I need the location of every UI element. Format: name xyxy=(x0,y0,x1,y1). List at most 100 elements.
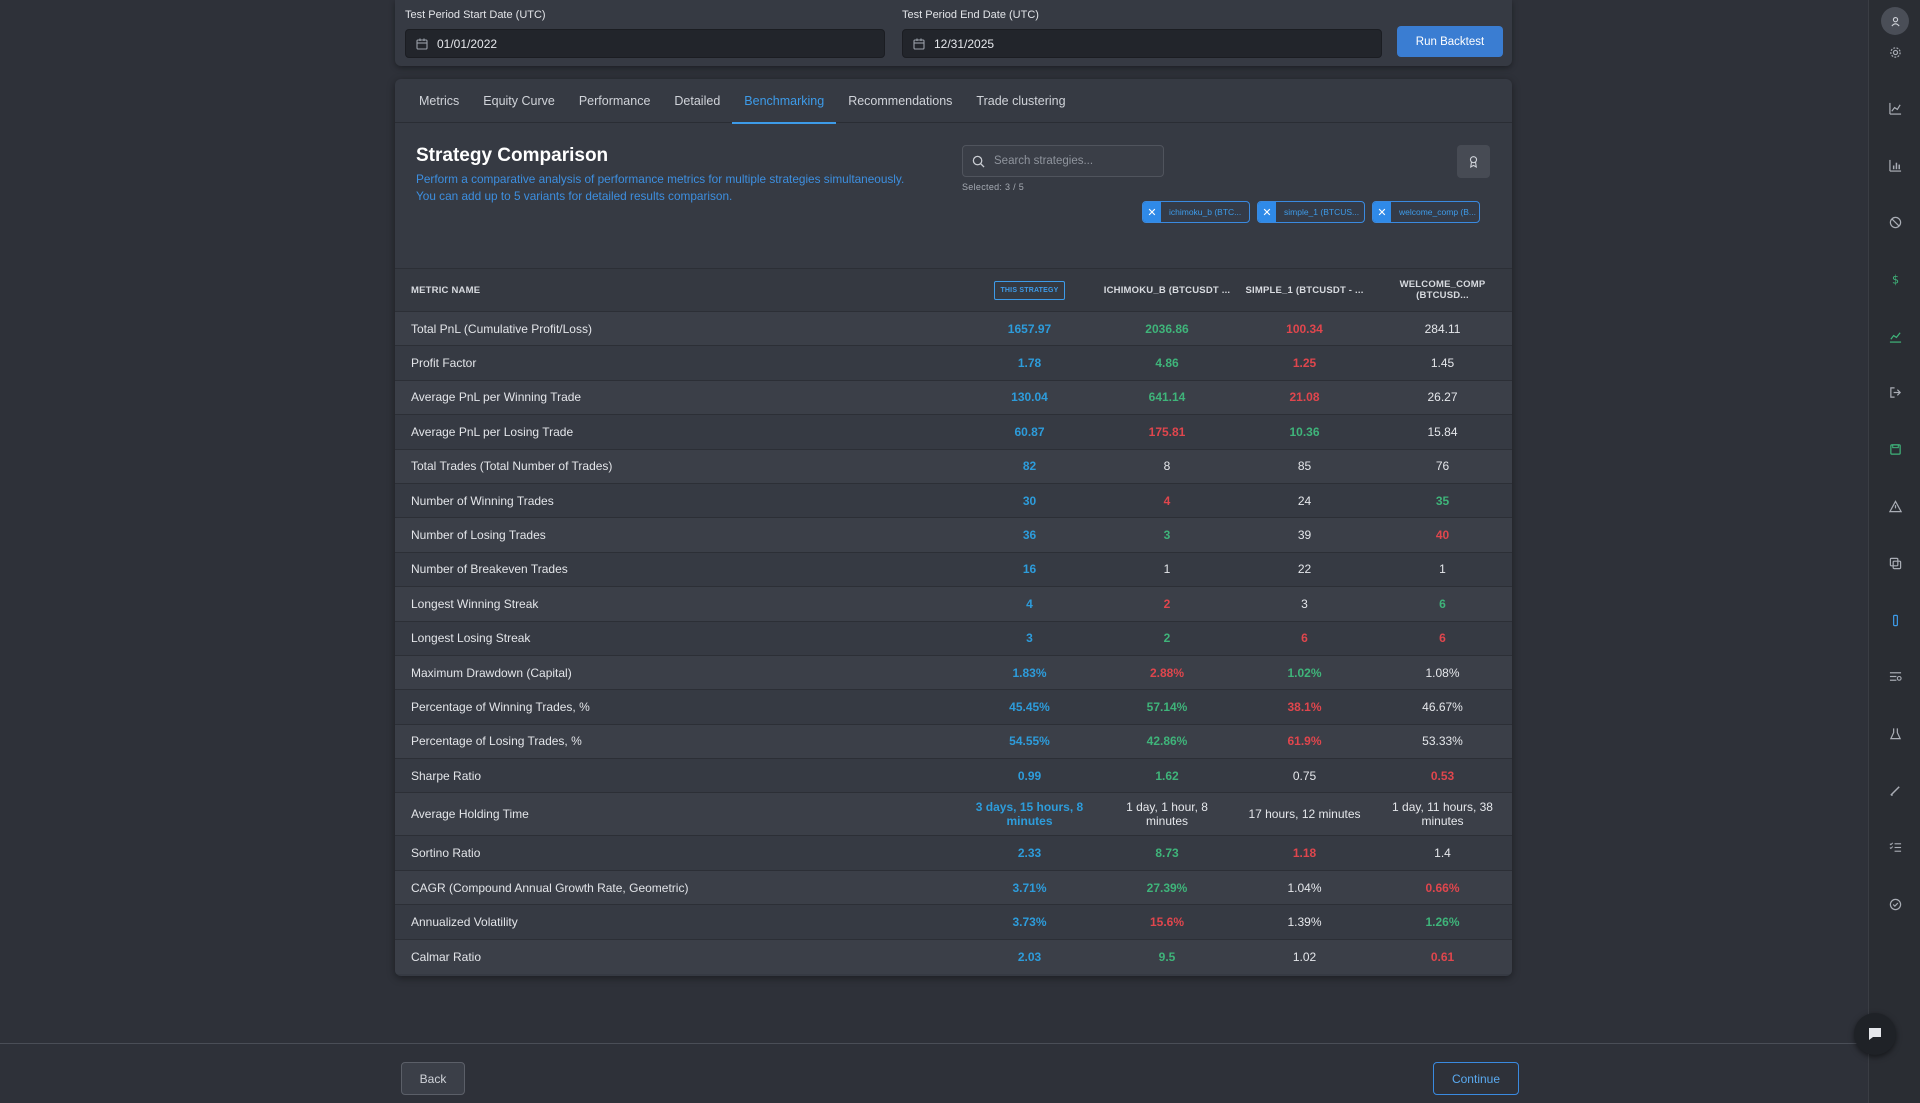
checklist-icon[interactable] xyxy=(1887,839,1903,855)
save-icon[interactable] xyxy=(1887,442,1903,458)
this-strategy-value: 3 days, 15 hours, 8 minutes xyxy=(975,800,1084,829)
bar-chart-icon[interactable] xyxy=(1887,158,1903,174)
strategy-value: 8 xyxy=(1163,459,1171,474)
benchmark-settings-button[interactable] xyxy=(1457,145,1490,178)
strategy-value: 1 day, 1 hour, 8 minutes xyxy=(1126,800,1208,829)
ban-icon[interactable] xyxy=(1887,214,1903,230)
flask-icon[interactable] xyxy=(1887,726,1903,742)
metric-name-cell: Average PnL per Winning Trade xyxy=(411,390,582,405)
beaker-icon[interactable] xyxy=(1887,612,1903,628)
this-strategy-value: 3.73% xyxy=(1012,914,1047,929)
strategy-value: 6 xyxy=(1439,596,1446,611)
this-strategy-value: 3.71% xyxy=(1012,880,1047,895)
table-row: Number of Winning Trades 30 4 24 35 xyxy=(395,483,1512,518)
tab-performance[interactable]: Performance xyxy=(578,94,651,108)
strategy-chip-label: welcome_comp (B... xyxy=(1399,207,1476,217)
strategy-value: 1.02 xyxy=(1292,949,1317,964)
strategy-chip: ✕ welcome_comp (B... xyxy=(1372,201,1480,223)
continue-button[interactable]: Continue xyxy=(1433,1062,1519,1095)
strategy-value: 53.33% xyxy=(1422,734,1463,749)
table-row: Percentage of Winning Trades, % 45.45% 57.… xyxy=(395,689,1512,725)
right-sidebar: $ xyxy=(1868,0,1920,1103)
metric-name-cell: Profit Factor xyxy=(411,356,477,371)
run-backtest-button[interactable]: Run Backtest xyxy=(1397,26,1503,57)
back-button[interactable]: Back xyxy=(401,1062,465,1095)
strategy-value: 1.02% xyxy=(1287,665,1322,680)
strategy-value: 17 hours, 12 minutes xyxy=(1248,807,1361,822)
tab-trade-clustering[interactable]: Trade clustering xyxy=(976,94,1066,108)
table-row: Calmar Ratio 2.03 9.5 1.02 0.61 xyxy=(395,939,1512,974)
strategy-value: 15.84 xyxy=(1427,424,1458,439)
tab-recommendations[interactable]: Recommendations xyxy=(848,94,953,108)
tab-benchmarking[interactable]: Benchmarking xyxy=(732,79,837,124)
strategy-value: 175.81 xyxy=(1148,424,1186,439)
comparison-table: METRIC NAME THIS STRATEGY ICHIMOKU_B (BT… xyxy=(395,268,1512,974)
end-date-label: Test Period End Date (UTC) xyxy=(902,9,1039,21)
tab-detailed[interactable]: Detailed xyxy=(674,94,721,108)
table-row: Longest Winning Streak 4 2 3 6 xyxy=(395,586,1512,622)
copy-icon[interactable] xyxy=(1887,555,1903,571)
this-strategy-value: 60.87 xyxy=(1014,424,1045,439)
strategy-search[interactable] xyxy=(962,145,1164,177)
strategy-value: 9.5 xyxy=(1158,949,1176,964)
strategy-value: 6 xyxy=(1439,631,1446,646)
this-strategy-header: THIS STRATEGY xyxy=(961,269,1098,312)
metric-name-cell: Calmar Ratio xyxy=(411,949,482,964)
check-circle-icon[interactable] xyxy=(1887,896,1903,912)
remove-chip-icon[interactable]: ✕ xyxy=(1258,202,1276,222)
strategy-chip-label: ichimoku_b (BTC... xyxy=(1169,207,1242,217)
table-row: Sharpe Ratio 0.99 1.62 0.75 0.53 xyxy=(395,758,1512,793)
strategy-value: 0.66% xyxy=(1425,880,1460,895)
strategy-value: 0.61 xyxy=(1430,949,1455,964)
calendar-icon xyxy=(913,38,925,50)
table-row: Profit Factor 1.78 4.86 1.25 1.45 xyxy=(395,345,1512,381)
warning-icon[interactable] xyxy=(1887,498,1903,514)
description-line-2: You can add up to 5 variants for detaile… xyxy=(416,189,733,203)
end-date-group: Test Period End Date (UTC) 12/31/2025 xyxy=(902,9,1382,58)
strategy-value: 10.36 xyxy=(1289,424,1320,439)
metric-name-cell: Annualized Volatility xyxy=(411,914,518,929)
strategy-value: 8.73 xyxy=(1155,846,1179,861)
strategy-value: 100.34 xyxy=(1286,321,1323,336)
end-date-input[interactable]: 12/31/2025 xyxy=(902,29,1382,58)
table-row: Annualized Volatility 3.73% 15.6% 1.39% 1.26… xyxy=(395,904,1512,940)
strategy-value: 6 xyxy=(1301,631,1308,646)
metric-name-cell: Number of Breakeven Trades xyxy=(411,562,568,577)
strategy-chip: ✕ simple_1 (BTCUS... xyxy=(1257,201,1365,223)
logout-icon[interactable] xyxy=(1887,385,1903,401)
tab-metrics[interactable]: Metrics xyxy=(419,94,460,108)
trend-icon[interactable] xyxy=(1887,328,1903,344)
strategy-value: 61.9% xyxy=(1287,734,1322,749)
metric-name-cell: Number of Losing Trades xyxy=(411,528,546,543)
dollar-icon[interactable]: $ xyxy=(1887,271,1903,287)
start-date-label: Test Period Start Date (UTC) xyxy=(405,9,546,21)
strategy-value: 1.45 xyxy=(1430,356,1455,371)
start-date-input[interactable]: 01/01/2022 xyxy=(405,29,885,58)
tab-equity-curve[interactable]: Equity Curve xyxy=(483,94,555,108)
strategy-value: 1.08% xyxy=(1425,665,1460,680)
avatar[interactable] xyxy=(1881,7,1909,35)
svg-text:$: $ xyxy=(1891,273,1898,285)
metric-name-header: METRIC NAME xyxy=(411,284,481,296)
strategy-comparison-header: Strategy Comparison Perform a comparativ… xyxy=(395,123,1512,268)
search-input[interactable] xyxy=(994,155,1154,167)
pencil-icon[interactable] xyxy=(1887,782,1903,798)
strategy-value: 1.18 xyxy=(1292,846,1317,861)
metric-name-cell: Sortino Ratio xyxy=(411,846,481,861)
this-strategy-badge: THIS STRATEGY xyxy=(994,280,1065,300)
remove-chip-icon[interactable]: ✕ xyxy=(1373,202,1391,222)
this-strategy-value: 36 xyxy=(1022,528,1037,543)
chat-button[interactable] xyxy=(1854,1013,1896,1055)
this-strategy-value: 1657.97 xyxy=(1007,321,1052,336)
table-row: Longest Losing Streak 3 2 6 6 xyxy=(395,621,1512,656)
remove-chip-icon[interactable]: ✕ xyxy=(1143,202,1161,222)
this-strategy-value: 54.55% xyxy=(1009,734,1050,749)
metric-name-cell: Maximum Drawdown (Capital) xyxy=(411,665,572,680)
list-icon[interactable] xyxy=(1887,669,1903,685)
this-strategy-value: 2.33 xyxy=(1017,846,1042,861)
this-strategy-value: 16 xyxy=(1022,562,1037,577)
gear-icon[interactable] xyxy=(1887,44,1903,60)
chart-icon[interactable] xyxy=(1887,101,1903,117)
strategy-value: 57.14% xyxy=(1146,699,1188,714)
metric-name-cell: Longest Winning Streak xyxy=(411,596,539,611)
